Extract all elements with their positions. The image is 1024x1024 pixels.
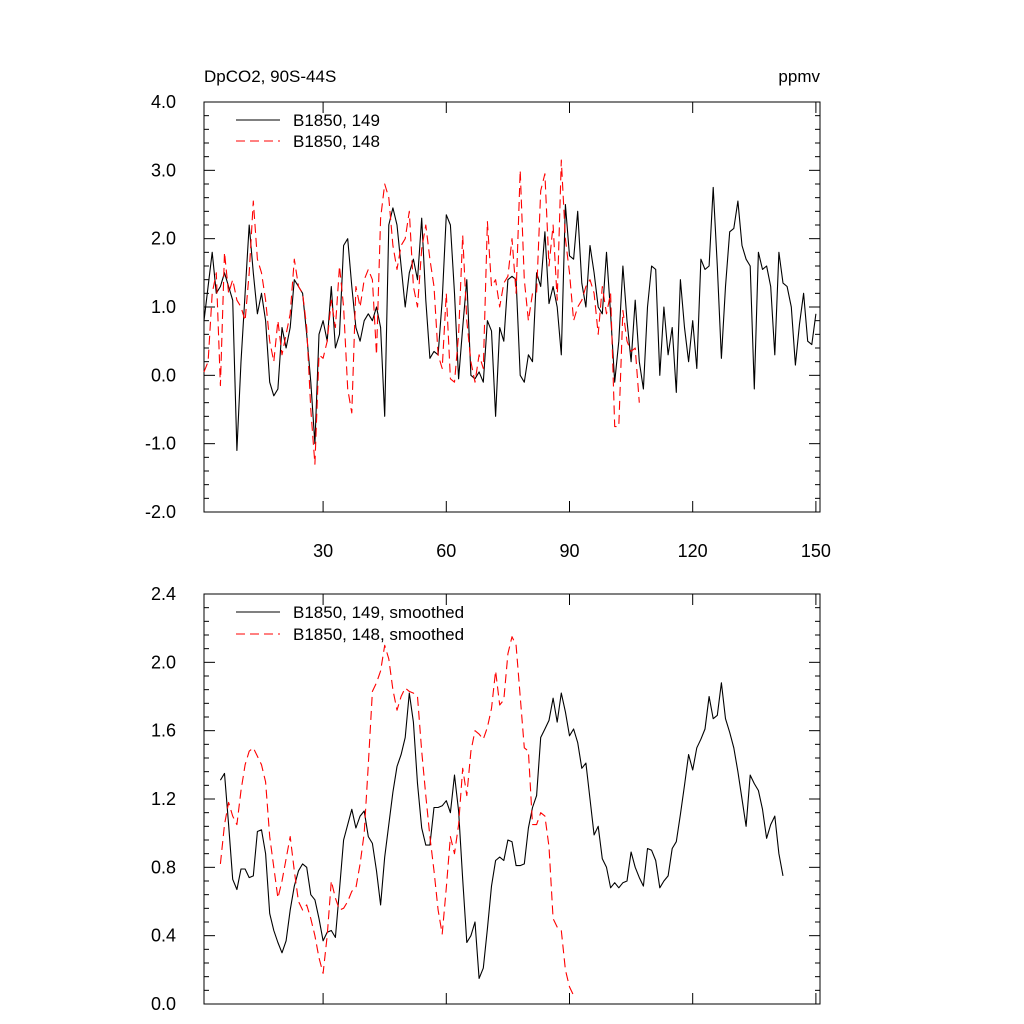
top-ytick-label: -1.0 [145, 434, 176, 454]
bottom-ytick-label: 0.4 [151, 926, 176, 946]
top-xtick-label: 90 [559, 541, 579, 561]
top-ytick-label: 1.0 [151, 297, 176, 317]
top-axis-ticks: -2.0 -1.0 0.0 1.0 2.0 3.0 4.0 30 60 90 120 150 [145, 92, 831, 561]
top-ytick-label: 3.0 [151, 160, 176, 180]
bottom-axis-ticks: 0.0 0.4 0.8 1.2 1.6 2.0 2.4 [151, 584, 820, 1014]
bottom-legend-label-1: B1850, 149, smoothed [293, 603, 464, 622]
bottom-legend-label-2: B1850, 148, smoothed [293, 625, 464, 644]
left-title: DpCO2, 90S-44S [204, 67, 336, 86]
top-xtick-label: 30 [313, 541, 333, 561]
top-series-line-2 [203, 159, 640, 465]
top-series-group [203, 159, 817, 465]
top-legend-label-2: B1850, 148 [293, 132, 380, 151]
top-legend-label-1: B1850, 149 [293, 111, 380, 130]
bottom-legend: B1850, 149, smoothed B1850, 148, smoothe… [236, 603, 464, 644]
top-ytick-label: 2.0 [151, 229, 176, 249]
bottom-ytick-label: 0.8 [151, 857, 176, 877]
top-xtick-label: 120 [678, 541, 708, 561]
bottom-ytick-label: 2.0 [151, 652, 176, 672]
bottom-series-group [219, 636, 784, 996]
top-plot-frame [203, 101, 821, 513]
top-ytick-label: -2.0 [145, 502, 176, 522]
top-legend: B1850, 149 B1850, 148 [236, 111, 380, 151]
top-xtick-label: 150 [801, 541, 831, 561]
bottom-ytick-label: 0.0 [151, 994, 176, 1014]
bottom-ytick-label: 1.2 [151, 789, 176, 809]
top-ytick-label: 4.0 [151, 92, 176, 112]
bottom-series-line-1 [219, 682, 784, 979]
bottom-ytick-label: 1.6 [151, 721, 176, 741]
right-title: ppmv [778, 67, 820, 86]
bottom-ytick-label: 2.4 [151, 584, 176, 604]
top-ytick-label: 0.0 [151, 365, 176, 385]
top-panel: -2.0 -1.0 0.0 1.0 2.0 3.0 4.0 30 60 90 120 150 B185… [145, 92, 831, 561]
bottom-series-line-2 [219, 636, 575, 996]
bottom-plot-frame [203, 593, 821, 1005]
top-series-line-1 [203, 186, 817, 452]
bottom-panel: 0.0 0.4 0.8 1.2 1.6 2.0 2.4 B1850, 149, smooth… [151, 584, 821, 1014]
top-xtick-label: 60 [436, 541, 456, 561]
